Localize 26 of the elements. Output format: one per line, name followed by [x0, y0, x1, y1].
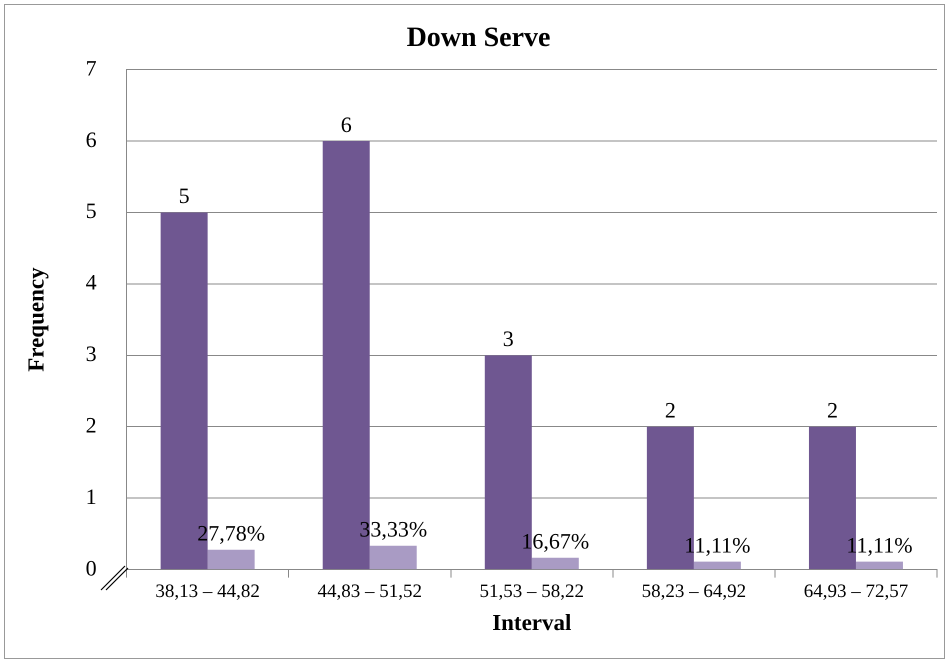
x-tick-label: 51,53 – 58,22 — [480, 580, 584, 602]
bar — [370, 546, 417, 570]
y-tick-label: 5 — [86, 198, 97, 224]
y-tick-label: 3 — [86, 341, 97, 366]
bar — [694, 562, 741, 570]
bar — [856, 562, 903, 570]
x-tick-label: 58,23 – 64,92 — [642, 580, 746, 602]
y-tick-label: 1 — [86, 484, 97, 509]
y-axis-title: Frequency — [24, 266, 49, 372]
y-tick-label: 6 — [86, 126, 97, 152]
chart-title: Down Serve — [406, 22, 550, 54]
data-label: 2 — [826, 398, 838, 423]
data-label: 3 — [502, 326, 514, 352]
bar — [532, 558, 579, 570]
data-label: 6 — [340, 112, 352, 137]
y-tick-label: 7 — [86, 55, 97, 80]
x-tick-label: 44,83 – 51,52 — [317, 580, 422, 602]
x-axis-title: Interval — [492, 610, 572, 636]
data-label: 5 — [178, 183, 190, 208]
bar — [208, 550, 255, 570]
y-tick-label: 4 — [86, 270, 97, 295]
data-label: 2 — [664, 398, 676, 423]
y-tick-label: 0 — [86, 555, 97, 580]
x-tick-label: 64,93 – 72,57 — [804, 580, 908, 602]
y-tick-label: 2 — [86, 412, 97, 438]
x-tick-label: 38,13 – 44,82 — [155, 580, 260, 602]
